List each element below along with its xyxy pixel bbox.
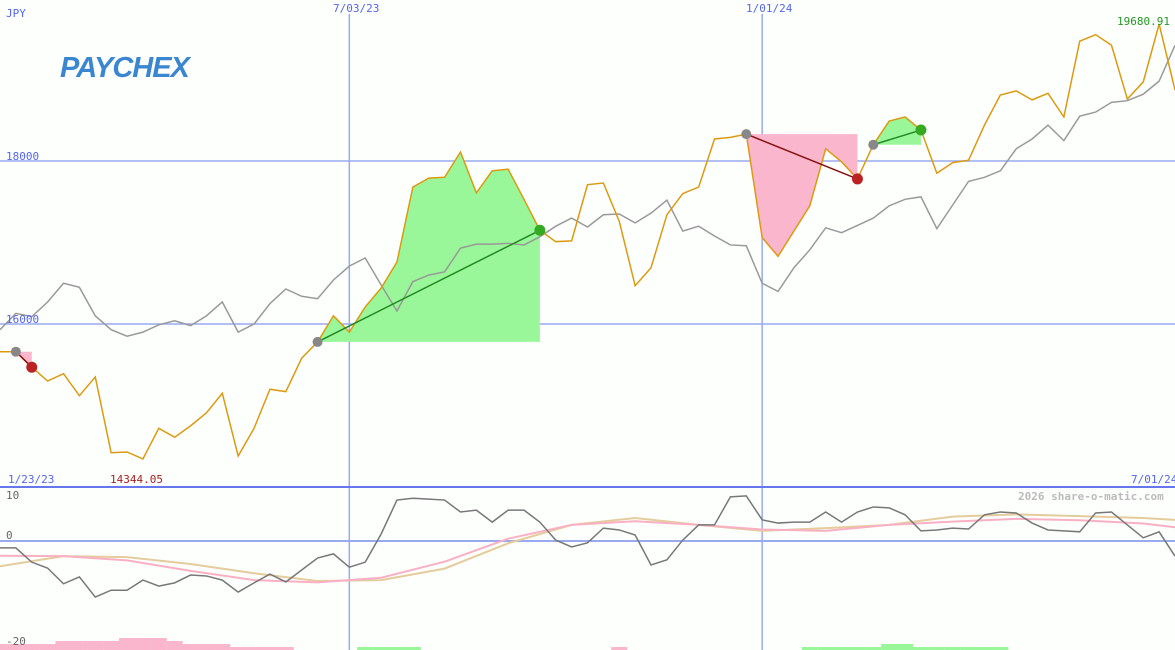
histogram-bar	[39, 644, 56, 650]
histogram-bar	[134, 638, 151, 650]
histogram-bar	[976, 647, 993, 650]
histogram-bar	[992, 647, 1009, 650]
histogram-bar	[261, 647, 278, 650]
watermark: 2026 share-o-matic.com	[1018, 490, 1164, 503]
y-tick-label: 18000	[6, 150, 40, 163]
histogram-bar	[801, 647, 818, 650]
histogram-bar	[373, 647, 390, 650]
trade-exit-dot	[915, 124, 927, 136]
osc-tick-label: 0	[6, 529, 13, 542]
osc-slow-line	[0, 513, 1175, 583]
histogram-bar	[865, 647, 882, 650]
histogram-bar	[912, 647, 929, 650]
currency-label: JPY	[6, 7, 26, 20]
trade-shading-loss	[746, 134, 858, 257]
histogram-bar	[388, 647, 405, 650]
trade-line	[746, 133, 858, 180]
histogram-bar	[182, 644, 199, 650]
osc-tick-label: -20	[6, 635, 26, 648]
histogram-bar	[230, 647, 247, 650]
max-price-label: 19680.91	[1117, 15, 1170, 28]
histogram-bar	[0, 644, 8, 650]
start-date-label: 1/23/23	[8, 473, 55, 486]
histogram-bar	[897, 644, 914, 650]
histogram-bar	[55, 641, 72, 650]
histogram-bar	[23, 644, 40, 650]
histogram-bar	[7, 644, 24, 650]
histogram-bar	[246, 647, 263, 650]
histogram-bar	[150, 638, 167, 650]
histogram-bar	[928, 647, 945, 650]
histogram-bar	[119, 638, 136, 650]
histogram-bar	[71, 641, 88, 650]
trade-line	[317, 229, 541, 343]
benchmark-line	[0, 44, 1175, 338]
min-price-label: 14344.05	[110, 473, 163, 486]
histogram-bar	[960, 647, 977, 650]
trade-shading-win	[873, 116, 921, 145]
histogram-bar	[103, 641, 120, 650]
histogram-bar	[817, 647, 834, 650]
histogram-bar	[881, 644, 898, 650]
trade-entry-dot	[741, 129, 752, 140]
trade-entry-dot	[868, 139, 879, 150]
trade-shading-win	[317, 152, 540, 342]
trade-entry-dot	[10, 346, 21, 357]
trade-exit-dot	[534, 224, 546, 236]
osc-fast-line	[0, 517, 1175, 584]
histogram-bar	[214, 644, 231, 650]
trade-exit-dot	[26, 361, 38, 373]
trade-entry-dot	[312, 336, 323, 347]
histogram-bar	[87, 641, 104, 650]
end-date-label: 7/01/24	[1131, 473, 1175, 486]
histogram-bar	[849, 647, 866, 650]
trade-exit-dot	[851, 173, 863, 185]
paychex-logo: PAYCHEX	[60, 52, 190, 84]
trade-line	[873, 129, 922, 146]
histogram-bar	[198, 644, 215, 650]
histogram-bar	[944, 647, 961, 650]
histogram-bar	[166, 641, 183, 650]
histogram-bar	[277, 647, 294, 650]
histogram-bar	[404, 647, 421, 650]
y-tick-label: 16000	[6, 313, 40, 326]
price-line	[0, 23, 1175, 460]
osc-line	[0, 495, 1175, 599]
histogram-bar	[611, 647, 628, 650]
osc-tick-label: 10	[6, 489, 20, 502]
x-tick-label: 1/01/24	[746, 2, 793, 15]
histogram-bar	[833, 647, 850, 650]
histogram-bar	[357, 647, 374, 650]
x-tick-label: 7/03/23	[333, 2, 380, 15]
